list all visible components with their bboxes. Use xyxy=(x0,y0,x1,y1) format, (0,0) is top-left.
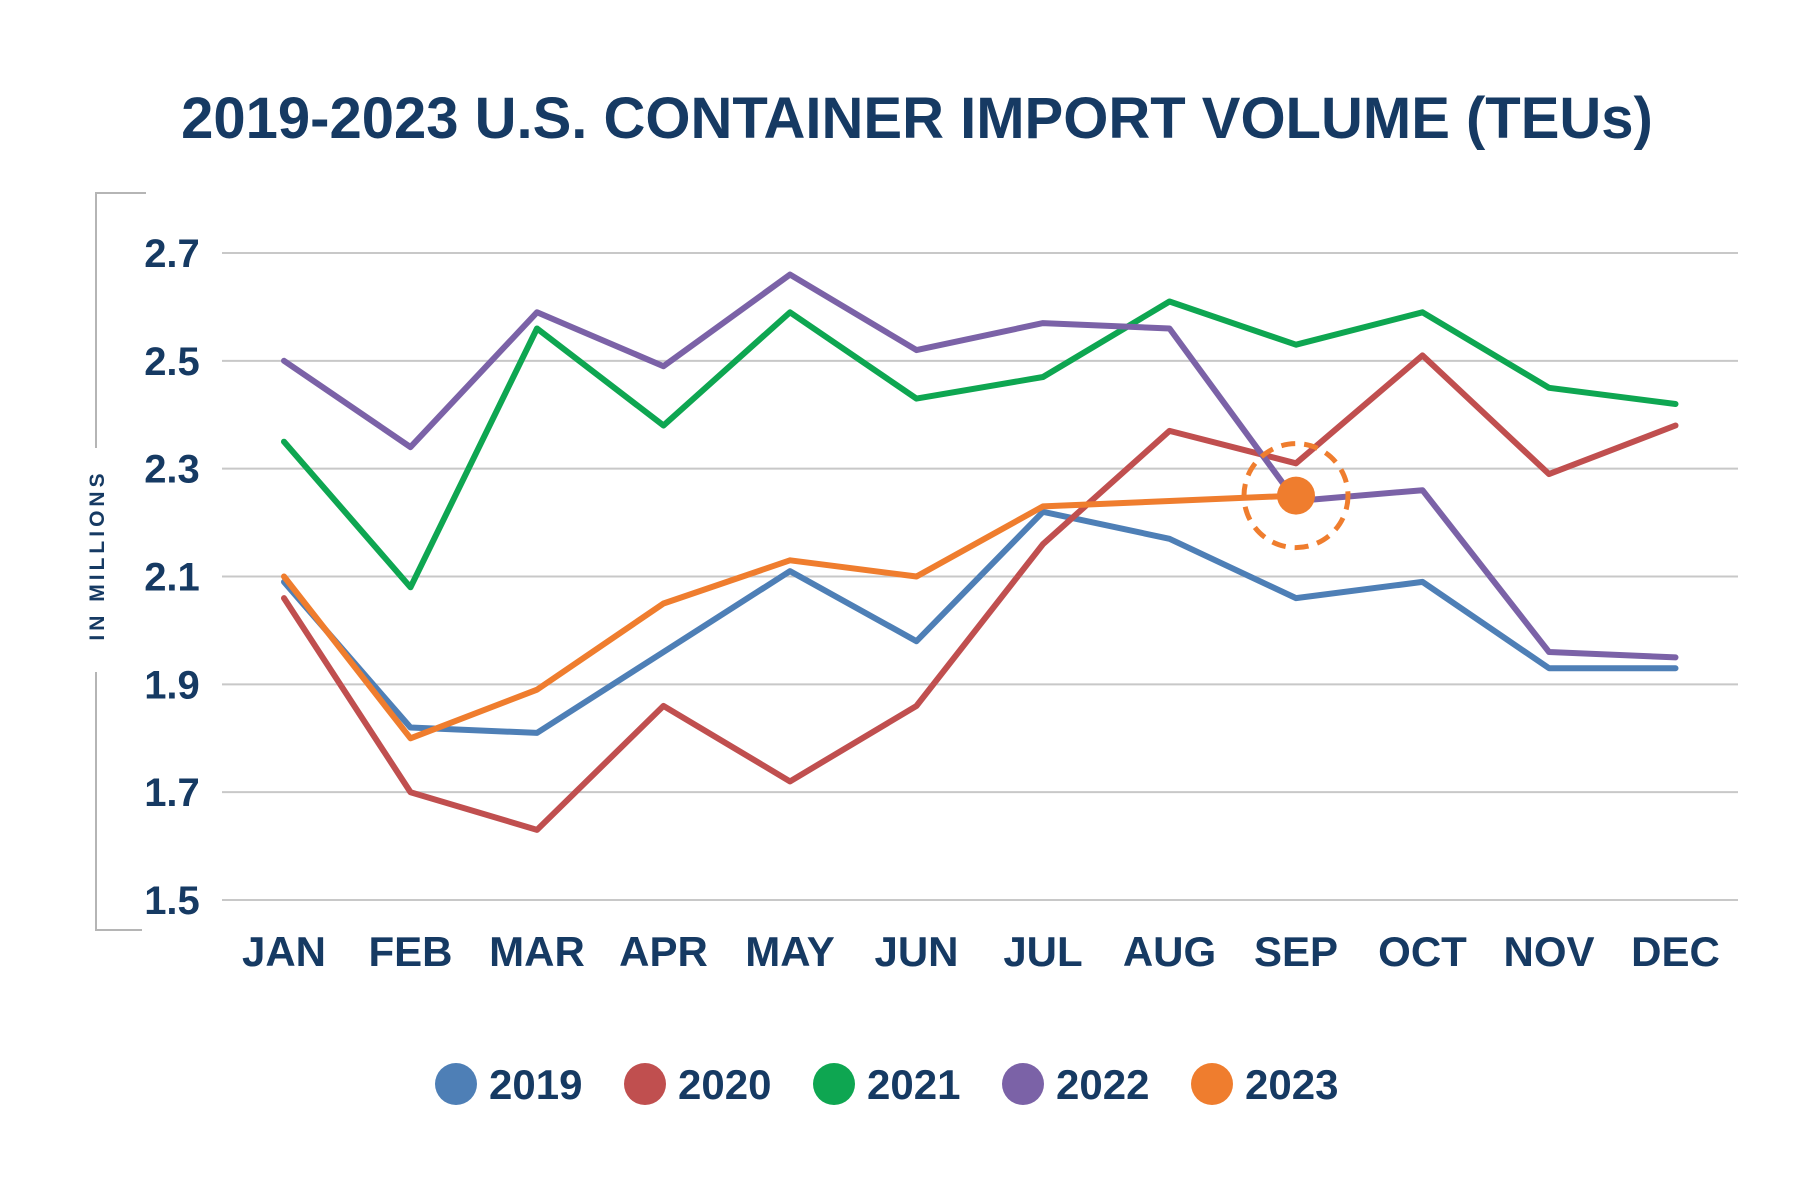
highlight-point xyxy=(1277,476,1315,515)
x-tick-label: JUN xyxy=(874,928,958,975)
series-line-2019 xyxy=(281,508,1679,736)
y-tick-label: 2.1 xyxy=(144,556,200,600)
y-axis-bracket xyxy=(95,192,146,931)
x-tick-label: DEC xyxy=(1631,928,1720,975)
highlight-annotation xyxy=(1241,441,1351,551)
legend-swatch-2020 xyxy=(624,1063,666,1105)
legend: 2019 2020 2021 2022 2023 xyxy=(435,1061,1338,1108)
legend-swatch-2019 xyxy=(435,1063,477,1105)
series-line-2021 xyxy=(281,298,1679,591)
y-tick-label: 2.7 xyxy=(144,232,200,276)
y-tick-label: 1.9 xyxy=(144,663,200,707)
highlight-ring xyxy=(1241,441,1351,551)
legend-swatch-2022 xyxy=(1002,1063,1044,1105)
legend-swatch-2023 xyxy=(1191,1063,1233,1105)
x-tick-label: FEB xyxy=(369,928,453,975)
x-tick-label: NOV xyxy=(1503,928,1594,975)
x-tick-label: AUG xyxy=(1123,928,1216,975)
legend-label-2019: 2019 xyxy=(489,1061,582,1108)
x-tick-label: OCT xyxy=(1378,928,1467,975)
legend-swatch-2021 xyxy=(813,1063,855,1105)
legend-label-2021: 2021 xyxy=(867,1061,960,1108)
x-tick-label: SEP xyxy=(1254,928,1338,975)
x-tick-labels: JAN FEB MAR APR MAY JUN JUL AUG SEP OCT NOV DEC xyxy=(242,928,1720,975)
x-tick-label: JUL xyxy=(1003,928,1082,975)
x-tick-label: MAR xyxy=(489,928,585,975)
y-tick-label: 1.7 xyxy=(144,771,200,815)
y-axis-label: IN MILLIONS xyxy=(86,469,109,640)
x-tick-label: MAY xyxy=(745,928,834,975)
y-axis-bracket-line xyxy=(95,192,146,931)
y-tick-labels: 2.7 2.5 2.3 2.1 1.9 1.7 1.5 xyxy=(144,232,200,923)
y-tick-label: 2.3 xyxy=(144,448,200,492)
legend-label-2022: 2022 xyxy=(1056,1061,1149,1108)
x-tick-label: APR xyxy=(619,928,708,975)
series-lines xyxy=(281,271,1679,833)
y-tick-label: 1.5 xyxy=(144,879,200,923)
y-axis-label-group: IN MILLIONS xyxy=(86,469,109,640)
x-tick-label: JAN xyxy=(242,928,326,975)
series-line-2022 xyxy=(281,271,1679,661)
series-line-2020 xyxy=(281,352,1679,833)
legend-label-2023: 2023 xyxy=(1245,1061,1338,1108)
series-line-2023 xyxy=(281,492,1299,742)
chart-title: 2019-2023 U.S. CONTAINER IMPORT VOLUME (… xyxy=(181,86,1653,151)
y-tick-label: 2.5 xyxy=(144,340,200,384)
legend-label-2020: 2020 xyxy=(678,1061,771,1108)
